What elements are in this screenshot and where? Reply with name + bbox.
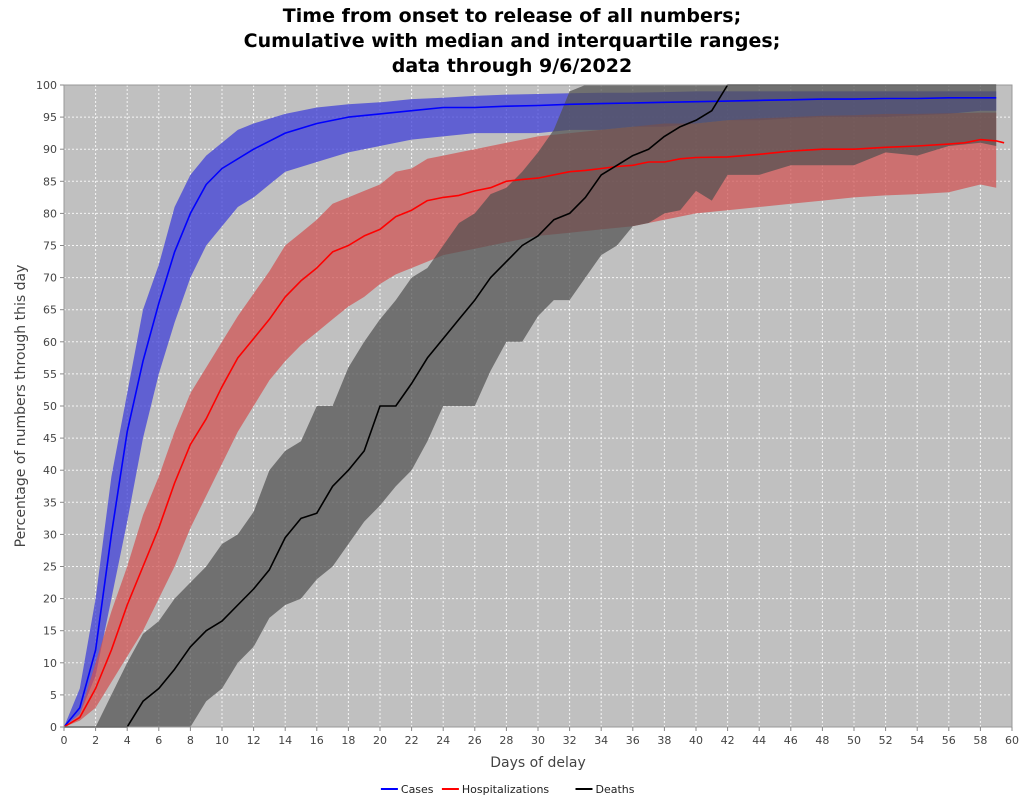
x-tick-label: 40 (689, 734, 703, 747)
x-tick-label: 18 (341, 734, 355, 747)
legend: Cases Hospitalizations Deaths (380, 783, 635, 796)
median-lines (63, 84, 1005, 728)
x-tick-label: 24 (436, 734, 450, 747)
y-tick-label: 90 (43, 143, 57, 156)
chart-title-line-1: Time from onset to release of all number… (283, 5, 741, 27)
x-tick-label: 36 (626, 734, 640, 747)
chart-title: Time from onset to release of all number… (244, 5, 781, 77)
legend-label-hospitalizations: Hospitalizations (462, 783, 550, 796)
x-tick-label: 0 (61, 734, 68, 747)
y-tick-label: 15 (43, 625, 57, 638)
y-tick-label: 65 (43, 304, 57, 317)
y-tick-label: 5 (50, 689, 57, 702)
x-tick-label: 2 (92, 734, 99, 747)
x-tick-label: 50 (847, 734, 861, 747)
x-tick-label: 58 (973, 734, 987, 747)
y-tick-label: 100 (36, 79, 57, 92)
y-tick-label: 35 (43, 496, 57, 509)
y-tick-label: 50 (43, 400, 57, 413)
x-tick-label: 54 (910, 734, 924, 747)
y-tick-label: 95 (43, 111, 57, 124)
x-tick-label: 60 (1005, 734, 1019, 747)
x-tick-label: 22 (405, 734, 419, 747)
x-tick-label: 28 (499, 734, 513, 747)
x-tick-label: 20 (373, 734, 387, 747)
y-tick-label: 40 (43, 464, 57, 477)
y-tick-label: 55 (43, 368, 57, 381)
chart-title-line-3: data through 9/6/2022 (392, 55, 632, 77)
x-tick-label: 4 (124, 734, 131, 747)
x-tick-label: 42 (721, 734, 735, 747)
deaths-median-line (64, 84, 997, 728)
x-tick-label: 56 (942, 734, 956, 747)
y-tick-label: 20 (43, 593, 57, 606)
x-tick-label: 30 (531, 734, 545, 747)
y-tick-label: 70 (43, 272, 57, 285)
y-tick-label: 75 (43, 240, 57, 253)
x-tick-label: 12 (247, 734, 261, 747)
y-tick-label: 45 (43, 432, 57, 445)
x-axis: 0 2 4 6 8 10 12 14 16 18 20 22 24 26 28 30 32 34 36 38 40 42 4… (61, 727, 1019, 747)
x-tick-label: 26 (468, 734, 482, 747)
x-tick-label: 34 (594, 734, 608, 747)
legend-item-hospitalizations: Hospitalizations (441, 783, 550, 796)
x-tick-label: 10 (215, 734, 229, 747)
y-tick-label: 30 (43, 528, 57, 541)
x-tick-label: 16 (310, 734, 324, 747)
x-tick-label: 14 (278, 734, 292, 747)
y-tick-label: 10 (43, 657, 57, 670)
hospitalizations-iqr-band (64, 112, 997, 728)
y-tick-label: 80 (43, 207, 57, 220)
legend-label-cases: Cases (401, 783, 434, 796)
y-axis-label: Percentage of numbers through this day (13, 265, 29, 548)
x-tick-label: 38 (657, 734, 671, 747)
x-tick-label: 48 (815, 734, 829, 747)
deaths-iqr-band (64, 85, 997, 727)
y-tick-label: 25 (43, 561, 57, 574)
y-axis: 0 5 10 15 20 25 30 35 40 45 50 55 60 65 70 75 80 85 90 95 10… (36, 79, 64, 734)
legend-item-cases: Cases (380, 783, 434, 796)
x-tick-label: 52 (879, 734, 893, 747)
y-tick-label: 85 (43, 175, 57, 188)
legend-item-deaths: Deaths (575, 783, 635, 796)
legend-label-deaths: Deaths (596, 783, 635, 796)
x-tick-label: 6 (155, 734, 162, 747)
x-axis-label: Days of delay (490, 755, 586, 771)
cases-median-line (63, 97, 997, 728)
chart-title-line-2: Cumulative with median and interquartile… (244, 30, 781, 52)
y-tick-label: 60 (43, 336, 57, 349)
hospitalizations-median-line (63, 138, 1005, 728)
x-tick-label: 44 (752, 734, 766, 747)
x-tick-label: 32 (563, 734, 577, 747)
x-tick-label: 46 (784, 734, 798, 747)
iqr-bands (64, 85, 997, 728)
y-tick-label: 0 (50, 721, 57, 734)
x-tick-label: 8 (187, 734, 194, 747)
